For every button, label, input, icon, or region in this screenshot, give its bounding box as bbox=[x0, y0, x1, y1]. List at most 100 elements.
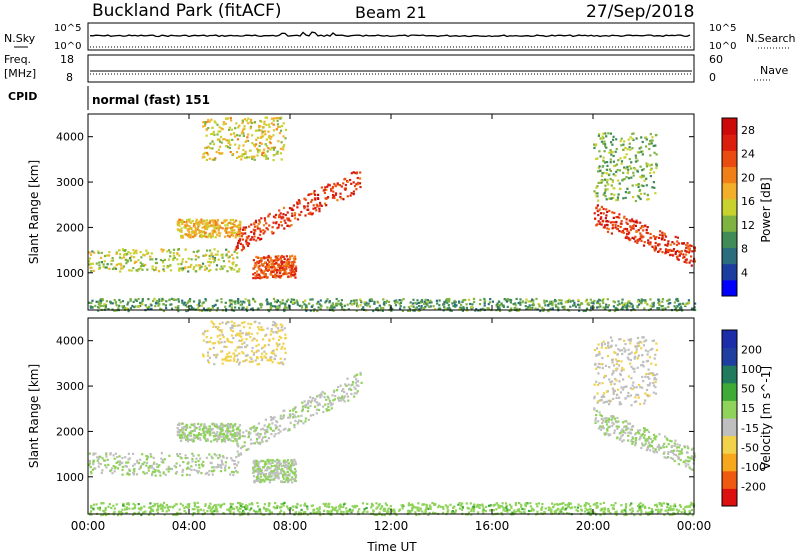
echo-point bbox=[215, 223, 218, 226]
echo-point bbox=[273, 321, 277, 325]
echo-point bbox=[238, 510, 241, 513]
echo-point bbox=[415, 302, 418, 305]
echo-point bbox=[678, 444, 681, 447]
echo-point bbox=[251, 339, 254, 342]
echo-point bbox=[181, 468, 185, 471]
echo-point bbox=[213, 439, 216, 442]
echo-point bbox=[391, 307, 394, 310]
echo-point bbox=[248, 303, 251, 306]
echo-point bbox=[606, 428, 609, 431]
echo-point bbox=[113, 457, 116, 460]
echo-point bbox=[672, 508, 675, 511]
echo-point bbox=[285, 463, 288, 466]
echo-point bbox=[302, 301, 305, 304]
echo-point bbox=[427, 513, 430, 516]
echo-point bbox=[429, 299, 432, 302]
echo-point bbox=[263, 507, 266, 510]
echo-point bbox=[285, 273, 288, 276]
echo-point bbox=[185, 260, 188, 263]
echo-point bbox=[105, 300, 108, 303]
echo-point bbox=[273, 416, 276, 419]
echo-point bbox=[646, 226, 649, 229]
echo-point bbox=[287, 507, 290, 510]
echo-point bbox=[637, 238, 641, 241]
echo-point bbox=[224, 122, 227, 125]
echo-point bbox=[662, 502, 666, 505]
echo-point bbox=[646, 198, 649, 201]
echo-point bbox=[92, 269, 95, 272]
echo-point bbox=[260, 142, 263, 145]
echo-point bbox=[619, 338, 622, 341]
echo-point bbox=[262, 472, 265, 476]
echo-point bbox=[268, 462, 271, 465]
echo-point bbox=[104, 464, 107, 467]
echo-point bbox=[195, 457, 198, 460]
echo-point bbox=[181, 504, 184, 507]
echo-point bbox=[536, 505, 539, 508]
echo-point bbox=[636, 169, 639, 172]
echo-point bbox=[595, 301, 599, 305]
echo-point bbox=[613, 389, 617, 393]
echo-point bbox=[151, 267, 154, 271]
echo-point bbox=[284, 472, 287, 475]
echo-point bbox=[611, 211, 614, 214]
echo-point bbox=[597, 362, 601, 365]
echo-point bbox=[605, 214, 608, 217]
echo-point bbox=[327, 196, 330, 199]
echo-point bbox=[678, 453, 681, 456]
echo-point bbox=[638, 508, 641, 511]
echo-point bbox=[359, 186, 362, 189]
echo-point bbox=[596, 185, 599, 188]
echo-point bbox=[178, 267, 181, 270]
echo-point bbox=[193, 422, 196, 426]
echo-point bbox=[213, 354, 216, 357]
echo-point bbox=[263, 148, 266, 151]
echo-point bbox=[612, 390, 615, 393]
echo-point bbox=[97, 465, 100, 468]
echo-point bbox=[645, 449, 648, 452]
echo-point bbox=[259, 475, 263, 478]
echo-point bbox=[208, 453, 211, 456]
echo-point bbox=[234, 302, 237, 305]
echo-point bbox=[186, 301, 189, 304]
echo-point bbox=[202, 125, 205, 128]
echo-point bbox=[246, 354, 249, 357]
echo-point bbox=[271, 352, 274, 355]
echo-point bbox=[256, 260, 259, 263]
echo-point bbox=[617, 425, 620, 428]
echo-point bbox=[412, 305, 415, 308]
echo-point bbox=[329, 307, 332, 310]
echo-point bbox=[241, 321, 244, 325]
echo-point bbox=[611, 221, 614, 224]
y-tick-label: 4000 bbox=[56, 131, 84, 144]
echo-point bbox=[255, 143, 258, 146]
echo-point bbox=[544, 507, 547, 510]
echo-point bbox=[285, 262, 288, 265]
echo-point bbox=[239, 221, 242, 224]
echo-point bbox=[267, 259, 270, 262]
echo-point bbox=[104, 305, 107, 308]
echo-point bbox=[252, 267, 255, 270]
echo-point bbox=[600, 342, 603, 345]
echo-point bbox=[232, 473, 235, 477]
echo-point bbox=[246, 241, 249, 244]
echo-point bbox=[205, 456, 208, 459]
echo-point bbox=[226, 429, 229, 432]
echo-point bbox=[676, 455, 679, 458]
echo-point bbox=[514, 502, 517, 505]
echo-point bbox=[376, 300, 379, 303]
echo-point bbox=[665, 437, 668, 440]
echo-point bbox=[629, 394, 632, 397]
echo-point bbox=[649, 298, 652, 301]
echo-point bbox=[355, 183, 358, 186]
echo-point bbox=[272, 320, 275, 324]
echo-point bbox=[222, 121, 225, 124]
echo-point bbox=[227, 145, 230, 149]
echo-point bbox=[306, 401, 310, 405]
echo-point bbox=[665, 456, 668, 459]
echo-point bbox=[160, 460, 163, 463]
echo-point bbox=[418, 305, 421, 308]
echo-point bbox=[288, 478, 291, 481]
echo-point bbox=[607, 304, 610, 307]
echo-point bbox=[620, 349, 623, 352]
